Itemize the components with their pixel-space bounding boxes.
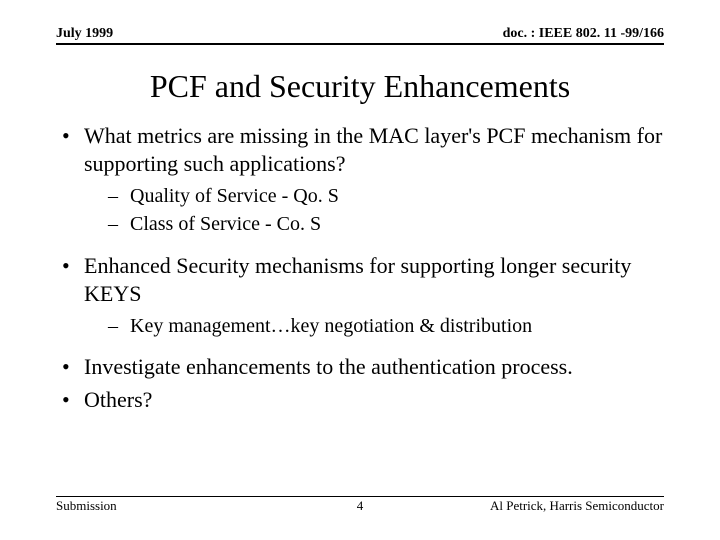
bullet-text: Others? <box>84 386 664 414</box>
header-date: July 1999 <box>56 26 113 42</box>
bullet-item: • Others? <box>56 386 664 414</box>
bullet-item: • What metrics are missing in the MAC la… <box>56 122 664 178</box>
bullet-item: • Enhanced Security mechanisms for suppo… <box>56 252 664 308</box>
bullet-item: • Investigate enhancements to the authen… <box>56 353 664 381</box>
sub-bullet-item: – Key management…key negotiation & distr… <box>108 314 664 340</box>
footer-page-number: 4 <box>357 498 364 514</box>
bullet-text: What metrics are missing in the MAC laye… <box>84 122 664 178</box>
slide-body: • What metrics are missing in the MAC la… <box>56 122 664 418</box>
sub-bullet-text: Key management…key negotiation & distrib… <box>130 314 532 340</box>
dash-marker: – <box>108 212 130 238</box>
sub-bullet-item: – Quality of Service - Qo. S <box>108 184 664 210</box>
sub-bullet-text: Class of Service - Co. S <box>130 212 321 238</box>
slide-header: July 1999 doc. : IEEE 802. 11 -99/166 <box>56 26 664 45</box>
footer-author: Al Petrick, Harris Semiconductor <box>490 498 664 514</box>
header-doc-id: doc. : IEEE 802. 11 -99/166 <box>503 26 664 42</box>
footer-left: Submission <box>56 498 117 514</box>
sub-bullet-group: – Key management…key negotiation & distr… <box>56 314 664 340</box>
dash-marker: – <box>108 314 130 340</box>
slide-title: PCF and Security Enhancements <box>0 68 720 105</box>
sub-bullet-group: – Quality of Service - Qo. S – Class of … <box>56 184 664 237</box>
sub-bullet-item: – Class of Service - Co. S <box>108 212 664 238</box>
slide-footer: Submission 4 Al Petrick, Harris Semicond… <box>56 496 664 514</box>
bullet-text: Enhanced Security mechanisms for support… <box>84 252 664 308</box>
dash-marker: – <box>108 184 130 210</box>
bullet-text: Investigate enhancements to the authenti… <box>84 353 664 381</box>
bullet-marker: • <box>56 252 84 308</box>
bullet-marker: • <box>56 386 84 414</box>
bullet-marker: • <box>56 353 84 381</box>
bullet-marker: • <box>56 122 84 178</box>
sub-bullet-text: Quality of Service - Qo. S <box>130 184 339 210</box>
